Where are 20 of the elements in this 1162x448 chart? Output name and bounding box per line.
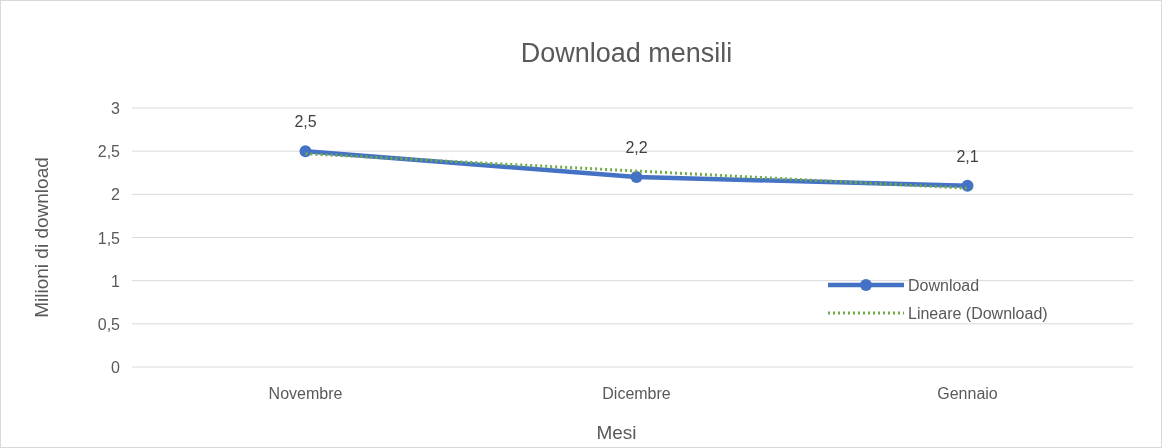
x-axis-title: Mesi: [596, 422, 637, 443]
y-tick-label: 2,5: [97, 143, 121, 161]
legend-label: Lineare (Download): [908, 305, 1048, 322]
y-tick-label: 1: [111, 272, 121, 290]
data-label: 2,2: [625, 139, 648, 157]
data-label: 2,5: [294, 113, 317, 131]
y-tick-label: 3: [111, 100, 121, 117]
chart-title: Download mensili: [520, 38, 733, 68]
data-label: 2,1: [956, 147, 979, 165]
y-tick-label: 0,5: [97, 315, 121, 333]
y-axis-title: Milioni di download: [31, 157, 52, 318]
x-tick-label: Gennaio: [937, 385, 998, 402]
legend-label: Download: [908, 277, 980, 294]
y-tick-label: 1,5: [97, 229, 121, 247]
point: [630, 171, 643, 184]
x-tick-label: Novembre: [268, 385, 343, 402]
y-tick-label: 0: [111, 359, 121, 376]
y-tick-label: 2: [111, 186, 121, 204]
x-tick-label: Dicembre: [602, 385, 671, 402]
point: [299, 145, 312, 158]
